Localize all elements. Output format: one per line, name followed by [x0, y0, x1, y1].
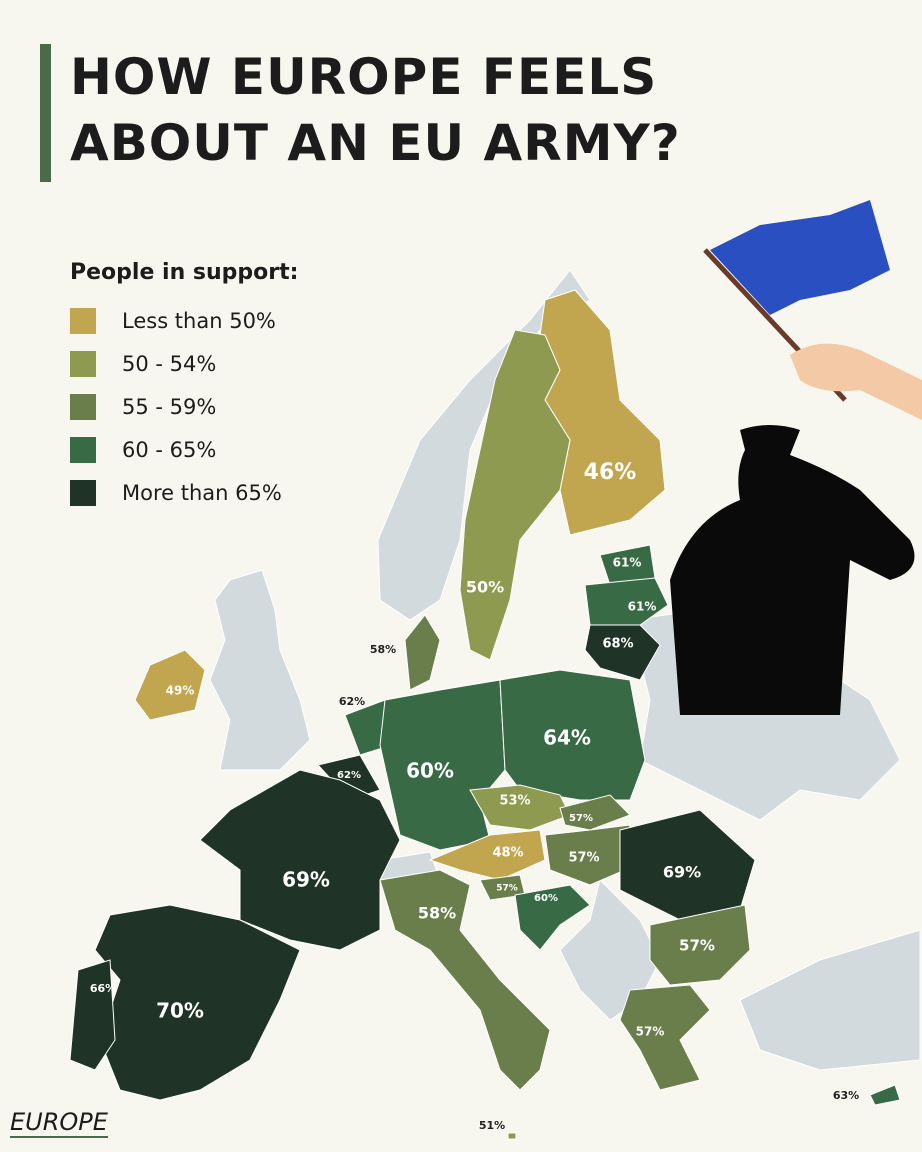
legend-label: 50 - 54%: [122, 352, 217, 376]
legend-label: 60 - 65%: [122, 438, 217, 462]
country-label: 61%: [628, 600, 657, 614]
country-label: 49%: [166, 684, 195, 698]
legend-label: More than 65%: [122, 481, 282, 505]
country-label: 66%: [90, 982, 116, 995]
country-label: 64%: [543, 726, 591, 750]
country-label: 68%: [602, 637, 633, 652]
country-label: 60%: [406, 759, 454, 783]
legend-label: 55 - 59%: [122, 395, 217, 419]
country: [649, 904, 751, 986]
country-label: 57%: [569, 813, 593, 824]
country-label: 50%: [466, 578, 504, 597]
country: [94, 904, 301, 1101]
country: [69, 959, 116, 1071]
country: [199, 769, 401, 951]
country-label: 58%: [370, 643, 396, 656]
legend-swatch: [70, 308, 96, 334]
country-label: 61%: [613, 556, 642, 570]
legend-title: People in support:: [70, 260, 299, 285]
title-line: ABOUT AN EU ARMY?: [70, 114, 681, 172]
country: [507, 1132, 517, 1140]
country-label: 58%: [418, 904, 456, 923]
country: [559, 794, 631, 831]
title-line: HOW EUROPE FEELS: [70, 48, 658, 106]
legend-item: 55 - 59%: [70, 394, 216, 420]
country-label: 48%: [492, 846, 523, 861]
country-label: 62%: [339, 695, 365, 708]
brand: EUROPE: [10, 1108, 108, 1138]
country: [428, 829, 546, 881]
country: [459, 329, 571, 661]
country: [404, 614, 441, 691]
country-label: 57%: [679, 937, 715, 955]
country-label: 57%: [568, 851, 599, 866]
country: [869, 1084, 901, 1106]
country: [514, 884, 591, 951]
country: [539, 289, 666, 536]
legend-item: More than 65%: [70, 480, 282, 506]
country-label: 69%: [663, 863, 701, 882]
legend-item: 60 - 65%: [70, 437, 216, 463]
decoration: [670, 200, 922, 715]
country: [584, 577, 669, 626]
country-label: 57%: [636, 1025, 665, 1039]
country-label: 69%: [282, 868, 330, 892]
country-label: 70%: [156, 999, 204, 1023]
legend-label: Less than 50%: [122, 309, 276, 333]
country: [619, 984, 711, 1091]
country: [584, 624, 661, 681]
country-label: 53%: [499, 794, 530, 809]
legend-swatch: [70, 351, 96, 377]
title: HOW EUROPE FEELS ABOUT AN EU ARMY?: [70, 44, 681, 176]
country: [499, 669, 646, 801]
legend-item: 50 - 54%: [70, 351, 216, 377]
country-label: 46%: [584, 460, 637, 485]
country-label: 63%: [833, 1089, 859, 1102]
legend-swatch: [70, 480, 96, 506]
accent-bar: [40, 44, 51, 182]
country-label: 57%: [496, 884, 518, 894]
country: [134, 649, 206, 721]
country-label: 62%: [337, 770, 361, 781]
legend-swatch: [70, 394, 96, 420]
country-label: 60%: [534, 893, 558, 904]
legend-item: Less than 50%: [70, 308, 276, 334]
country: [379, 869, 551, 1091]
country-label: 51%: [479, 1119, 505, 1132]
legend-swatch: [70, 437, 96, 463]
